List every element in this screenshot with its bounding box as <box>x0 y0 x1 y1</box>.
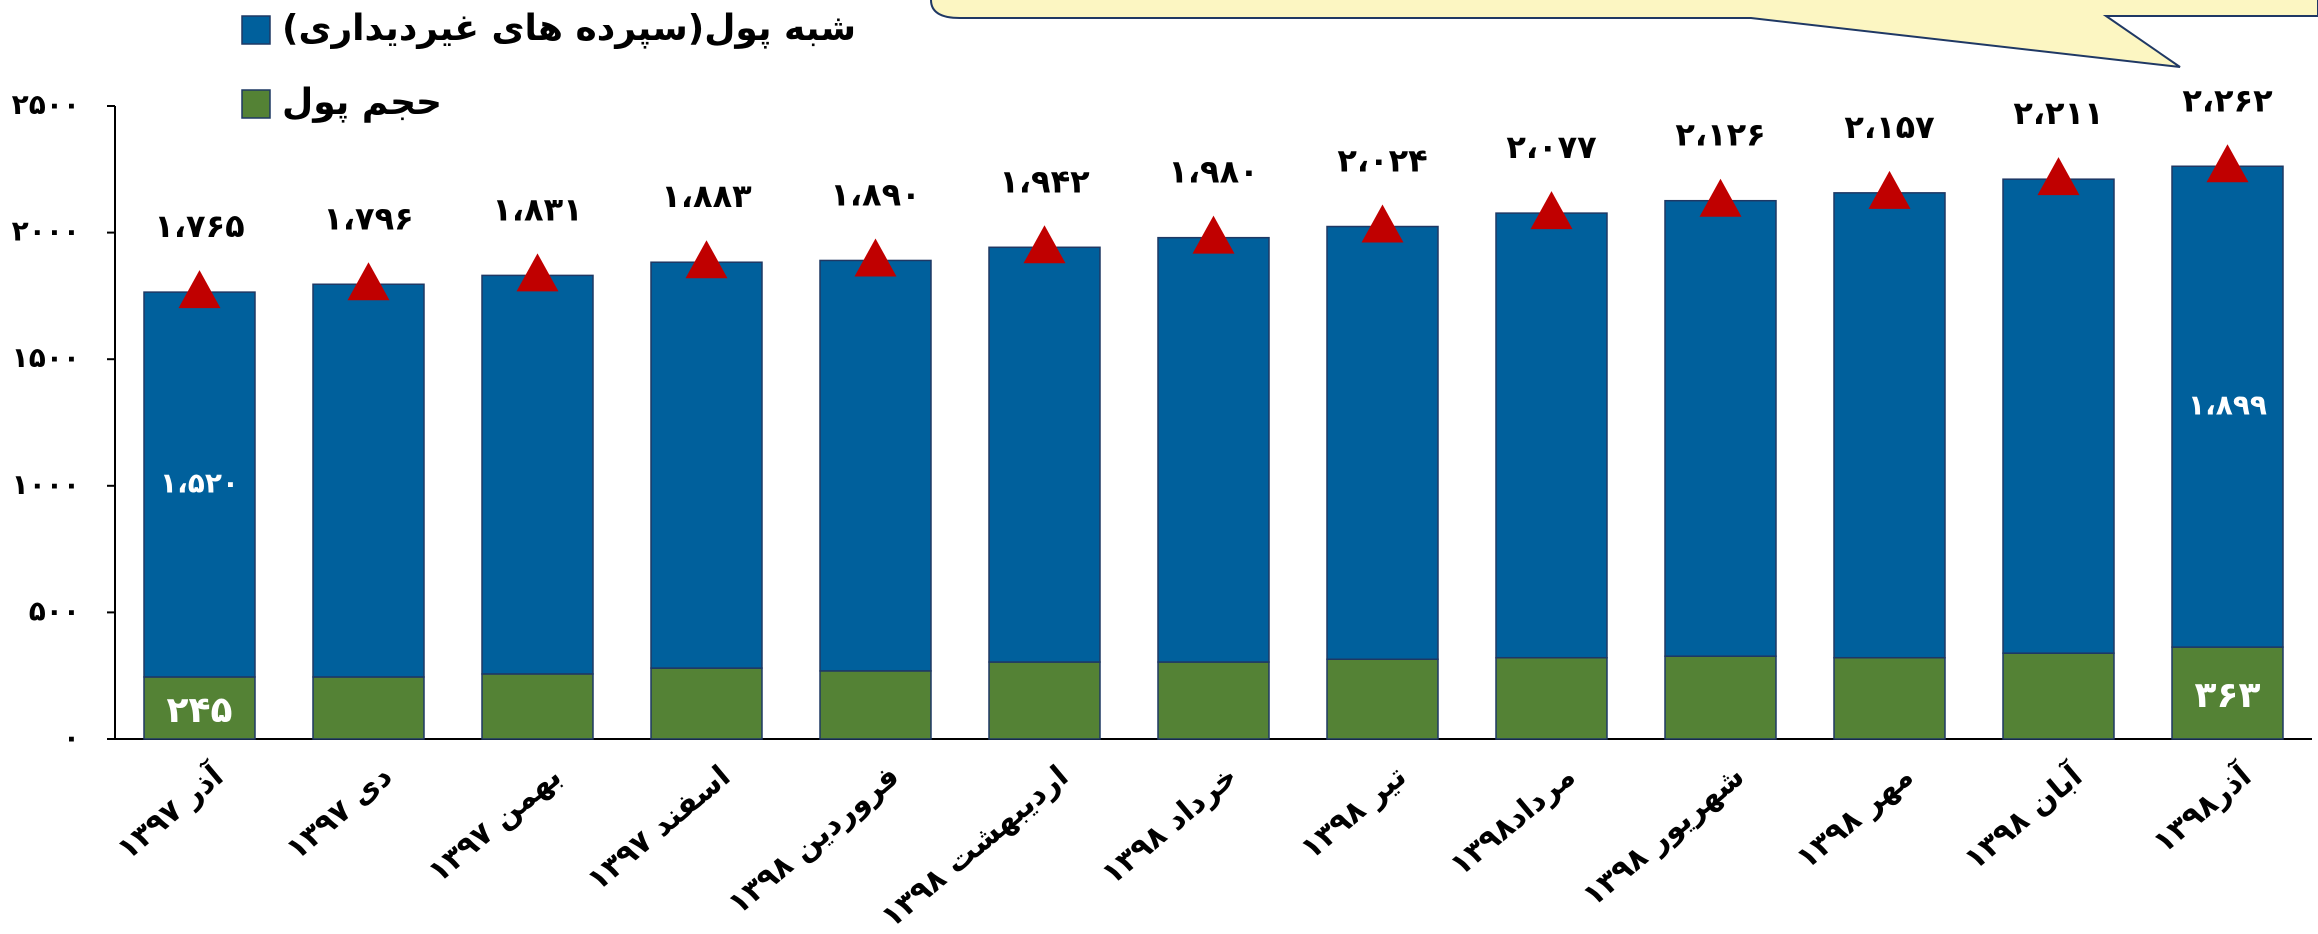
total-marker <box>1023 225 1066 264</box>
x-tick-label: مهر ۱۳۹۸ <box>1790 759 1920 876</box>
bar-segment <box>1495 656 1608 740</box>
total-label: ۱،۸۳۱ <box>492 190 582 228</box>
total-marker <box>1192 215 1235 254</box>
total-marker <box>2037 157 2080 196</box>
total-marker <box>1530 191 1573 230</box>
bar-segment <box>819 670 932 740</box>
x-tick-label: بهمن ۱۳۹۷ <box>422 759 569 890</box>
bar-segment <box>1157 661 1270 740</box>
total-label: ۲،۲۱۱ <box>2013 94 2103 132</box>
total-label: ۱،۹۸۰ <box>1168 153 1258 191</box>
x-tick-label: آبان ۱۳۹۸ <box>1956 757 2089 877</box>
bar-segment <box>1326 658 1439 740</box>
bar-segment <box>1157 236 1270 663</box>
bar-segment <box>1495 212 1608 659</box>
total-label: ۱،۹۴۲ <box>999 162 1090 200</box>
segment-label: ۱،۸۹۹ <box>2188 389 2267 422</box>
x-tick-label: دی ۱۳۹۷ <box>280 759 399 867</box>
total-marker <box>1361 204 1404 243</box>
x-tick-label: خرداد ۱۳۹۸ <box>1095 759 1244 892</box>
bar-segment <box>650 667 763 740</box>
bar-segment <box>143 676 256 740</box>
bar-segment <box>1664 655 1777 740</box>
total-label: ۱،۸۹۰ <box>830 175 920 213</box>
bar-segment <box>312 676 425 740</box>
x-tick-label: فروردین ۱۳۹۸ <box>722 759 907 922</box>
total-label: ۲،۰۷۷ <box>1506 128 1597 166</box>
callout <box>930 0 2318 68</box>
x-tick-label: شهریور ۱۳۹۸ <box>1576 759 1751 914</box>
y-tick-label: ۲۵۰۰ <box>12 88 80 121</box>
y-tick-label: ۱۰۰۰ <box>12 468 80 501</box>
bar-segment <box>2002 178 2115 654</box>
total-marker <box>854 238 897 277</box>
total-label: ۱،۸۸۳ <box>661 177 752 215</box>
bar-segment <box>988 661 1101 740</box>
bar-segment <box>312 283 425 678</box>
total-marker <box>1868 170 1911 209</box>
bar-segment <box>1326 225 1439 660</box>
y-tick-label: ۱۵۰۰ <box>12 341 80 374</box>
total-label: ۲،۱۵۷ <box>1844 108 1935 146</box>
y-tick-label: ۵۰۰ <box>29 594 80 627</box>
total-marker <box>347 262 390 301</box>
bar-segment <box>1833 192 1946 659</box>
bar-segment <box>2171 646 2284 740</box>
x-tick-label: تیر ۱۳۹۸ <box>1294 759 1413 867</box>
legend-swatch <box>241 15 271 45</box>
segment-label: ۱،۵۲۰ <box>160 467 239 500</box>
legend-swatch <box>241 89 271 119</box>
bar-segment <box>819 259 932 672</box>
total-marker <box>685 240 728 279</box>
x-tick-label: اسفند ۱۳۹۷ <box>581 759 737 898</box>
legend-label: حجم پول <box>282 82 442 123</box>
total-label: ۲،۱۲۶ <box>1675 116 1765 154</box>
x-tick-label: آذر ۱۳۹۷ <box>109 757 230 867</box>
legend-label: شبه پول(سپرده های غیردیداری) <box>282 8 856 49</box>
bar-segment <box>988 246 1101 663</box>
total-label: ۲،۰۲۴ <box>1337 142 1427 180</box>
segment-label: ۳۶۳ <box>2195 675 2261 716</box>
total-marker <box>2206 144 2249 183</box>
bar-segment <box>481 274 594 675</box>
bar-segment <box>650 261 763 669</box>
y-tick-label: ۲۰۰۰ <box>12 215 80 248</box>
bar-segment <box>1664 199 1777 657</box>
total-label: ۱،۷۶۵ <box>154 207 244 245</box>
total-marker <box>516 253 559 292</box>
total-marker <box>178 270 221 309</box>
bar-segment <box>2002 652 2115 740</box>
bar-segment <box>143 291 256 678</box>
x-tick-label: آذر۱۳۹۸ <box>2145 757 2258 860</box>
total-label: ۱،۷۹۶ <box>323 199 413 237</box>
bar-segment <box>2171 165 2284 648</box>
segment-label: ۲۴۵ <box>167 690 233 731</box>
x-tick-label: مرداد۱۳۹۸ <box>1444 759 1583 883</box>
total-marker <box>1699 178 1742 217</box>
bar-segment <box>1833 656 1946 740</box>
bar-segment <box>481 673 594 740</box>
y-tick-label: ۰ <box>63 721 80 754</box>
total-label: ۲،۲۶۲ <box>2182 81 2273 119</box>
